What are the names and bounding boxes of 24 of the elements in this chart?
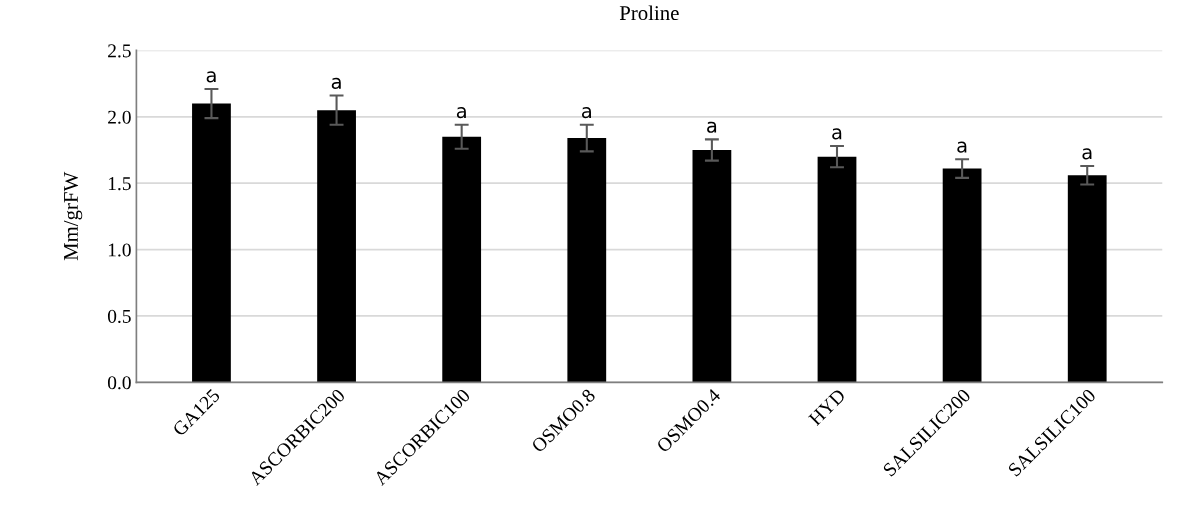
- bar: [317, 110, 356, 383]
- annotation: a: [331, 77, 341, 90]
- annotation: a: [581, 107, 591, 119]
- bar: [567, 138, 607, 383]
- annotation: a: [456, 107, 466, 119]
- y-tick-label: 1.5: [108, 177, 131, 191]
- annotation: a: [707, 121, 717, 133]
- annotation: a: [1082, 148, 1092, 160]
- y-tick-label: 2.5: [108, 44, 131, 58]
- bar: [442, 136, 482, 383]
- y-tick-label: 0.5: [107, 309, 131, 323]
- annotation: a: [957, 141, 967, 153]
- bar: [817, 156, 857, 383]
- chart-title: Proline: [619, 5, 679, 21]
- bar: [1067, 175, 1107, 383]
- y-tick-label: 1.0: [108, 243, 131, 257]
- bar: [192, 103, 231, 383]
- bar: [942, 168, 982, 383]
- bar: [692, 150, 732, 383]
- y-axis-title: Mm/grFW: [63, 171, 83, 261]
- y-tick-label: 0.0: [107, 376, 131, 390]
- annotation: a: [832, 128, 842, 140]
- y-tick-label: 2.0: [108, 110, 131, 124]
- annotation: a: [206, 71, 216, 83]
